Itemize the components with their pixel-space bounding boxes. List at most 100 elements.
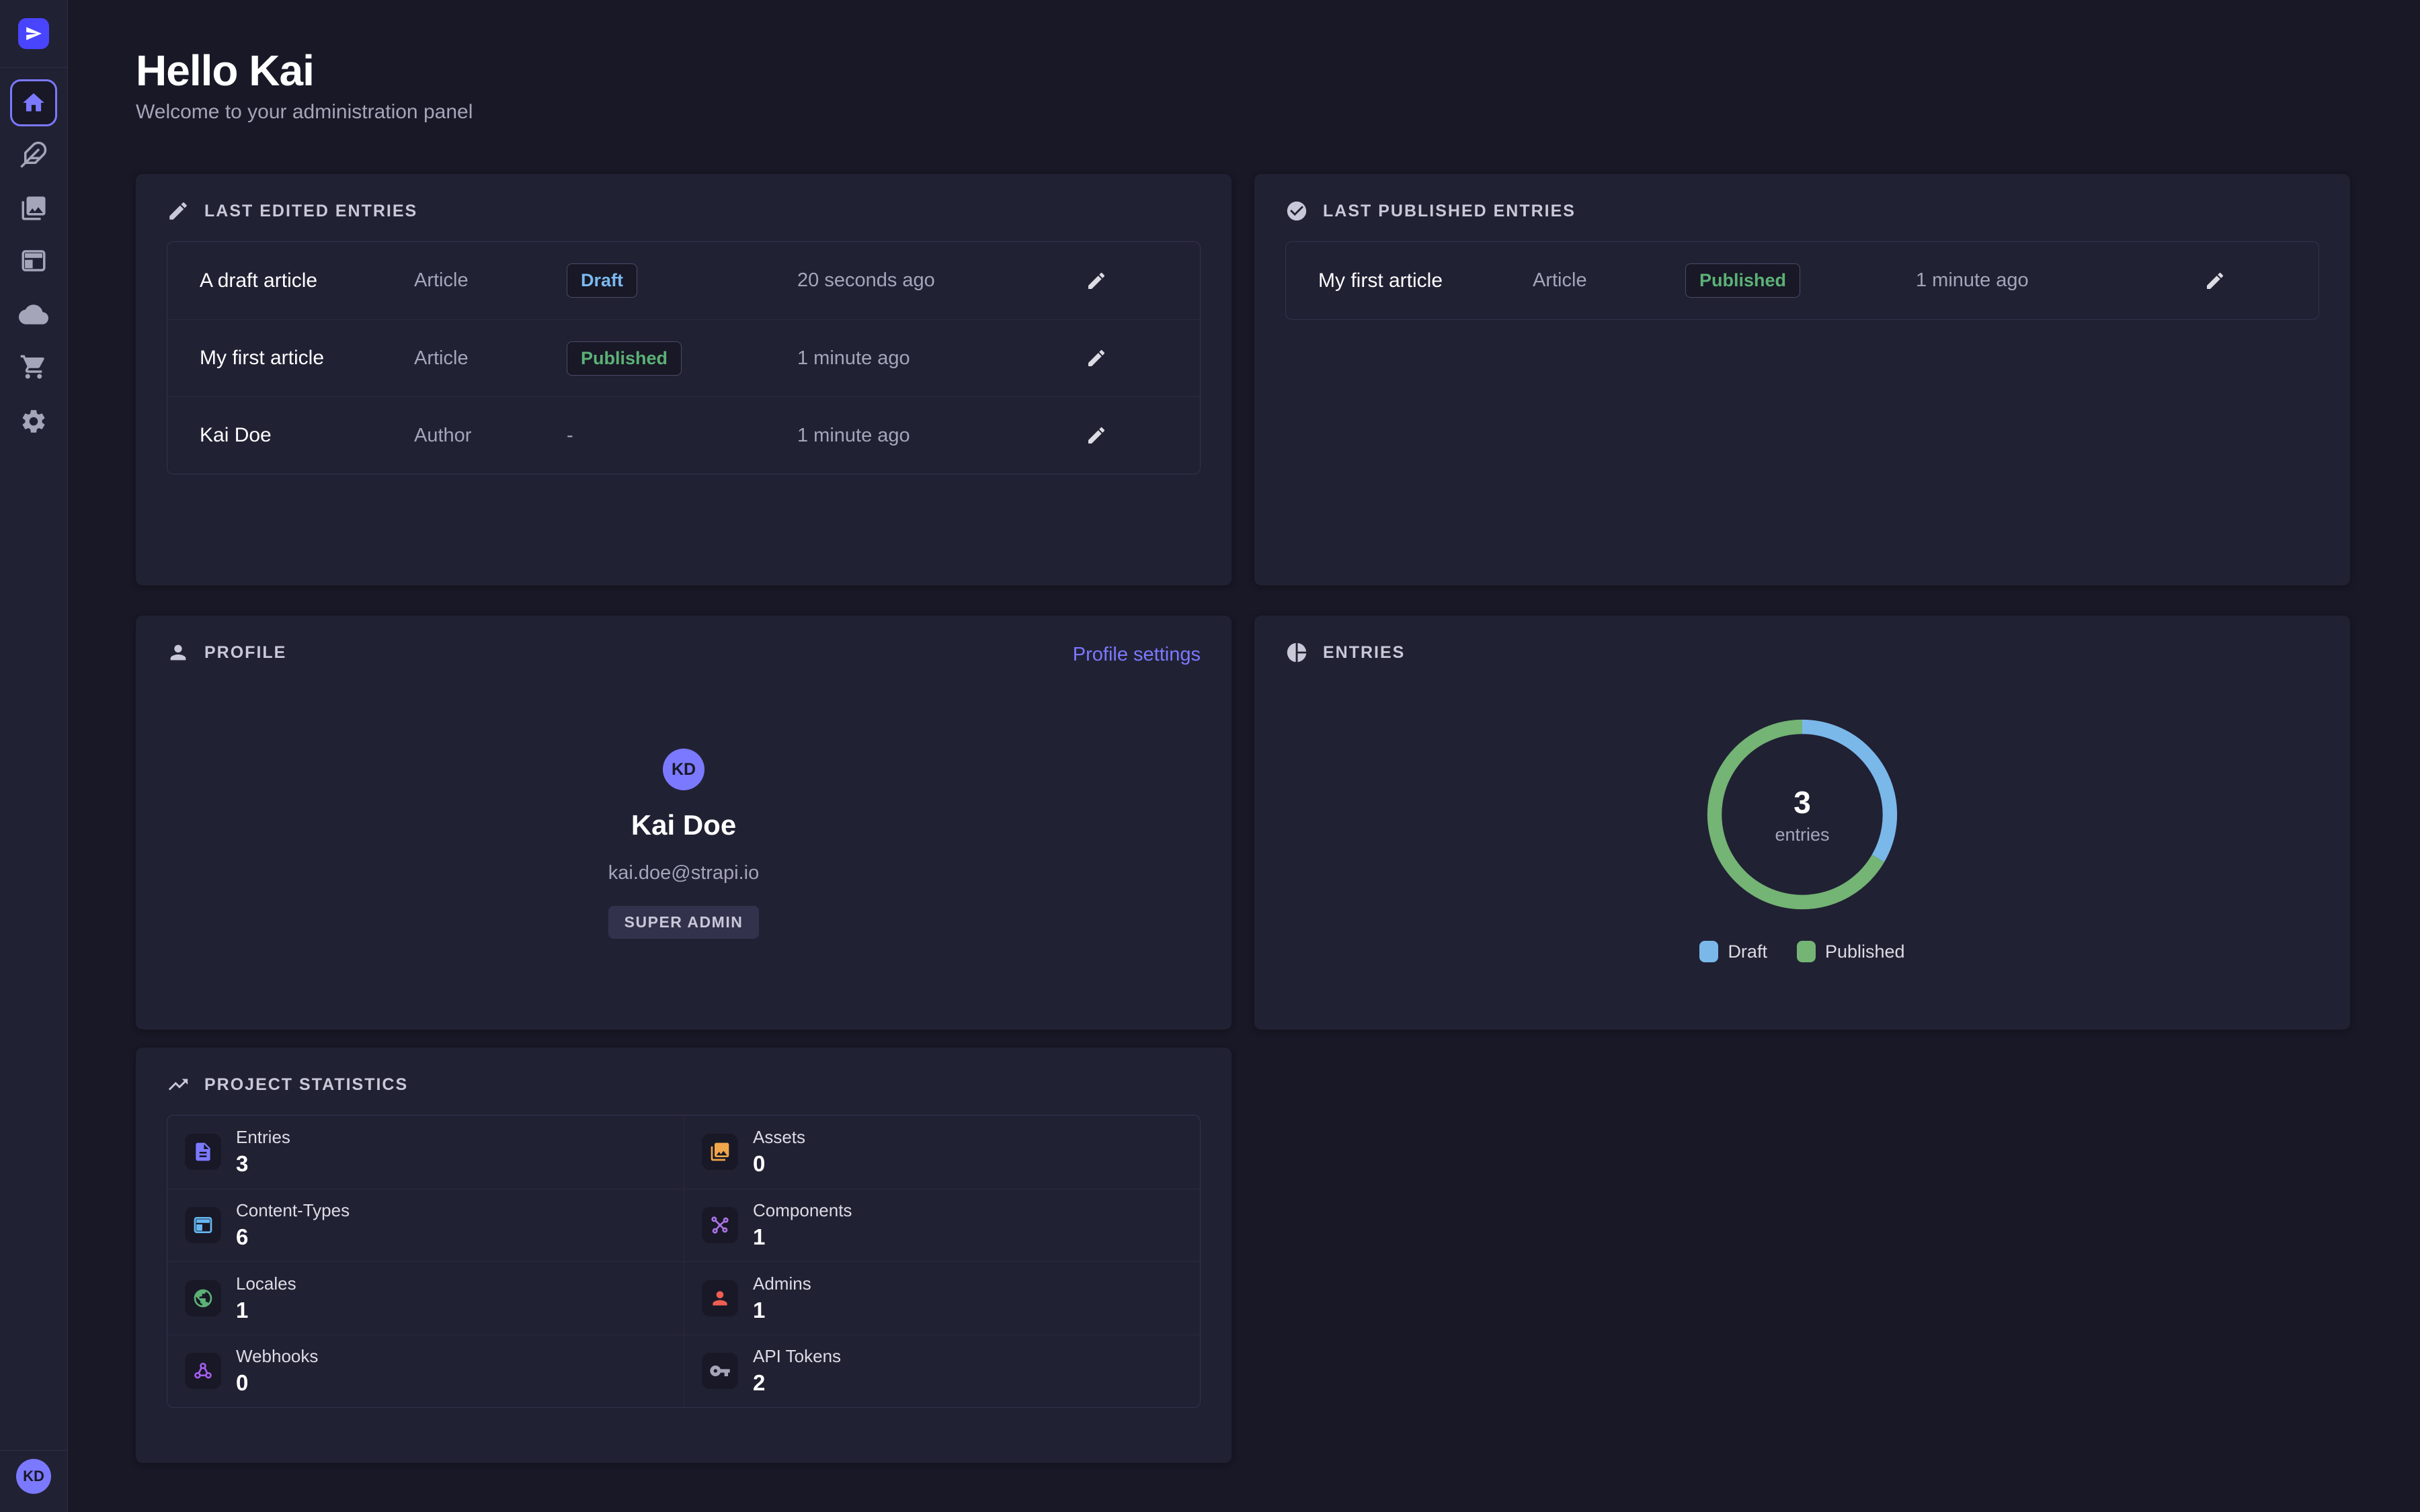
edit-entry-button[interactable] [2204,270,2226,292]
profile-settings-link[interactable]: Profile settings [1073,644,1201,666]
status-badge: Draft [567,263,637,298]
globe-icon [185,1280,221,1316]
entry-title: Kai Doe [200,424,414,447]
person-icon [167,641,190,664]
sidebar-item-settings[interactable] [17,405,50,437]
stat-label: API Tokens [753,1346,841,1367]
panel-title: ENTRIES [1323,643,1405,663]
trending-up-icon [167,1073,190,1096]
sidebar-item-content-type-builder[interactable] [17,245,50,277]
pencil-icon [167,200,190,222]
sidebar-item-marketplace[interactable] [17,351,50,383]
panel-header: LAST EDITED ENTRIES [167,200,417,222]
feather-icon [19,140,48,169]
strapi-admin-dashboard: KD Hello Kai Welcome to your administrat… [0,0,2420,1512]
last-edited-table: A draft article Article Draft 20 seconds… [167,241,1201,474]
check-circle-icon [1285,200,1308,222]
panel-header: LAST PUBLISHED ENTRIES [1285,200,1576,222]
edit-entry-button[interactable] [1086,270,1107,292]
stat-value: 1 [753,1224,852,1250]
sidebar-item-cloud[interactable] [17,298,50,331]
layout-icon [185,1207,221,1243]
profile-email: kai.doe@strapi.io [136,862,1232,884]
sidebar-item-content-manager[interactable] [17,138,50,171]
entry-title: My first article [200,347,414,370]
legend-label: Draft [1728,941,1767,962]
stat-cell-api-tokens: API Tokens 2 [684,1335,1200,1408]
draft-swatch [1699,941,1718,962]
panel-last-edited-entries: LAST EDITED ENTRIES A draft article Arti… [136,174,1232,585]
pictures-icon [19,194,48,222]
panel-project-statistics: PROJECT STATISTICS Entries 3 Assets 0 [136,1048,1232,1463]
stat-value: 0 [753,1151,805,1177]
stat-value: 1 [236,1298,296,1323]
table-row: My first article Article Published 1 min… [1286,242,2318,319]
stat-value: 3 [236,1151,290,1177]
key-icon [702,1353,738,1389]
legend-item-draft: Draft [1699,941,1767,962]
sidebar: KD [0,0,68,1512]
stat-value: 6 [236,1224,350,1250]
stat-value: 1 [753,1298,811,1323]
panel-entries: ENTRIES 3 entries Draft Published [1254,616,2350,1030]
stat-cell-components: Components 1 [684,1189,1200,1262]
stat-label: Assets [753,1127,805,1148]
panel-profile: PROFILE Profile settings KD Kai Doe kai.… [136,616,1232,1030]
entry-kind: Author [414,425,567,447]
edit-entry-button[interactable] [1086,425,1107,446]
picture-icon [702,1134,738,1170]
sidebar-bottom-divider [0,1450,67,1451]
stat-cell-webhooks: Webhooks 0 [167,1335,684,1408]
panel-header: PROFILE [167,641,286,664]
profile-avatar: KD [663,749,704,790]
home-icon [21,90,46,116]
sidebar-user-avatar[interactable]: KD [16,1459,51,1494]
gear-icon [19,407,48,435]
cloud-icon [19,300,48,329]
panel-title: PROFILE [204,643,286,663]
donut-center-label: 3 entries [1704,716,1900,913]
no-status-dash: - [567,425,573,446]
pencil-icon [1086,425,1107,446]
panel-last-published-entries: LAST PUBLISHED ENTRIES My first article … [1254,174,2350,585]
webhook-icon [185,1353,221,1389]
stat-label: Components [753,1200,852,1221]
stat-value: 0 [236,1370,318,1396]
entry-kind: Article [414,347,567,370]
entry-time: 1 minute ago [797,347,1086,370]
sidebar-item-home[interactable] [10,79,57,126]
status-badge: Published [1685,263,1800,298]
table-row: A draft article Article Draft 20 seconds… [167,242,1200,319]
panel-header: PROJECT STATISTICS [167,1073,408,1096]
edit-entry-button[interactable] [1086,347,1107,369]
person-icon [702,1280,738,1316]
strapi-logo-icon [25,25,42,42]
sidebar-divider [0,67,67,68]
panel-title: LAST PUBLISHED ENTRIES [1323,202,1576,221]
page-subtitle: Welcome to your administration panel [136,101,473,124]
panel-title: LAST EDITED ENTRIES [204,202,417,221]
stat-label: Locales [236,1273,296,1294]
entries-donut-chart: 3 entries [1704,716,1900,913]
entry-time: 1 minute ago [1916,269,2204,292]
panel-header: ENTRIES [1285,641,1405,664]
page-title: Hello Kai [136,46,314,95]
strapi-logo[interactable] [18,18,49,49]
entry-title: My first article [1318,269,1533,292]
shopping-cart-icon [19,353,48,381]
profile-name: Kai Doe [136,809,1232,841]
published-swatch [1797,941,1816,962]
table-row: Kai Doe Author - 1 minute ago [167,396,1200,474]
layout-icon [19,247,48,275]
sidebar-item-media-library[interactable] [17,192,50,224]
last-published-table: My first article Article Published 1 min… [1285,241,2319,320]
stat-cell-locales: Locales 1 [167,1261,684,1335]
entry-kind: Article [1533,269,1685,292]
entry-time: 20 seconds ago [797,269,1086,292]
stat-label: Entries [236,1127,290,1148]
legend-label: Published [1825,941,1905,962]
entry-kind: Article [414,269,567,292]
chart-legend: Draft Published [1254,941,2350,962]
entry-time: 1 minute ago [797,425,1086,447]
legend-item-published: Published [1797,941,1905,962]
